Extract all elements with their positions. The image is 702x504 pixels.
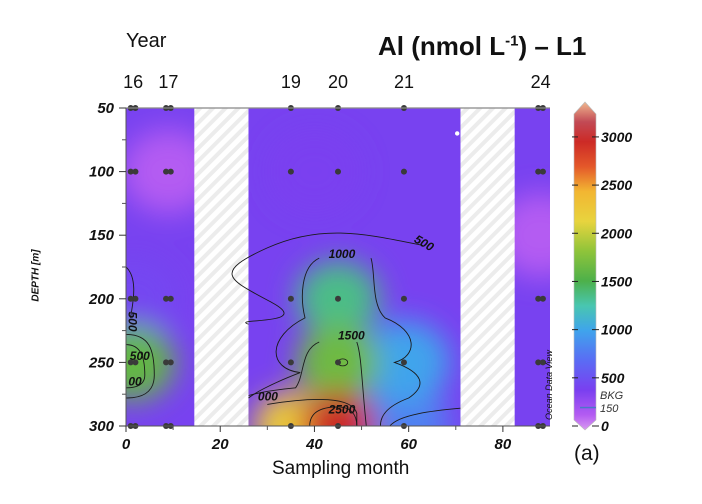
- year-tick-label: 17: [158, 72, 179, 92]
- contour-line: [126, 266, 135, 318]
- contour-line: [356, 341, 367, 426]
- contour-line: [231, 232, 423, 325]
- sample-point: [127, 295, 134, 302]
- contour-line: [309, 406, 358, 426]
- year-tick-label: 19: [280, 72, 301, 92]
- year-tick-label: 16: [123, 72, 144, 92]
- contour-label: 500: [130, 349, 150, 363]
- colorbar-tick-label: 1500: [601, 273, 632, 289]
- sample-point: [163, 168, 170, 175]
- sample-point: [167, 168, 174, 175]
- sample-point: [535, 168, 542, 175]
- title-main: Al (nmol L: [378, 31, 506, 61]
- sample-point: [127, 359, 134, 366]
- contour-line: [267, 399, 358, 426]
- sample-point: [535, 359, 542, 366]
- colorbar-tick-label: 3000: [601, 129, 632, 145]
- sample-point: [287, 168, 294, 175]
- year-tick-label: 20: [328, 72, 349, 92]
- contour-line: [248, 257, 320, 399]
- contour-label: 00: [128, 374, 142, 388]
- sample-point: [400, 295, 407, 302]
- colorbar-tick-label: 500: [601, 370, 625, 386]
- y-tick-label: 100: [89, 164, 115, 181]
- contour-label: 500: [125, 312, 139, 332]
- sample-point-marker: [454, 131, 460, 136]
- sample-point: [400, 359, 407, 366]
- x-tick-label: 20: [211, 436, 229, 453]
- sample-point: [400, 168, 407, 175]
- sample-point: [127, 168, 134, 175]
- sample-point: [132, 359, 139, 366]
- bkg-legend: BKG 150: [600, 390, 623, 416]
- title-superscript: -1: [505, 32, 519, 50]
- sample-point: [163, 359, 170, 366]
- sample-point: [132, 168, 139, 175]
- contour-line: [370, 257, 421, 426]
- sample-point: [335, 359, 341, 366]
- axes: 50 100 150 200 250 300 0 20 40 60 80: [88, 100, 550, 453]
- title-tail: ) – L1: [518, 31, 587, 61]
- colorbar-tick-label: 2000: [600, 225, 632, 241]
- y-tick-label: 250: [88, 354, 115, 371]
- sample-point: [132, 295, 139, 302]
- no-data-gaps: [194, 108, 515, 426]
- contour-line: [248, 341, 320, 396]
- sample-point: [287, 295, 294, 302]
- watermark: Ocean Data View: [544, 350, 554, 420]
- sample-point: [539, 168, 546, 175]
- x-tick-label: 60: [400, 436, 417, 453]
- top-axis-label: Year: [126, 30, 167, 52]
- sample-point: [287, 359, 294, 366]
- colorbar-tick-label: 0: [601, 418, 609, 434]
- x-tick-label: 80: [495, 436, 512, 453]
- sample-point: [535, 295, 542, 302]
- field-blob: [268, 129, 361, 214]
- x-axis-label: Sampling month: [272, 458, 410, 479]
- y-tick-label: 150: [89, 227, 115, 244]
- colorbar-tick-label: 2500: [600, 177, 632, 193]
- year-tick-label: 21: [393, 72, 414, 92]
- colorbar: 0 500 1000 1500 2000 2500 3000: [572, 101, 632, 434]
- y-tick-label: 50: [97, 100, 114, 117]
- sample-point: [335, 295, 341, 302]
- colorbar-gradient: [573, 101, 597, 431]
- year-tick-label: 24: [530, 72, 551, 92]
- contour-label: 2500: [328, 402, 356, 416]
- y-axis-label: DEPTH [m]: [30, 249, 42, 302]
- sample-point: [335, 168, 341, 175]
- x-tick-label: 0: [122, 436, 131, 453]
- panel-label: (a): [574, 442, 600, 465]
- field-blob: [126, 256, 180, 341]
- colorbar-tick-label: 1000: [601, 322, 632, 338]
- sample-point: [539, 295, 546, 302]
- field-blob: [126, 324, 175, 401]
- contour-label: 000: [258, 390, 278, 404]
- no-data-gap: [460, 108, 515, 426]
- contour-label: 1000: [329, 247, 356, 261]
- bkg-label: BKG: [600, 390, 624, 402]
- contour-line: [126, 344, 146, 389]
- no-data-gap: [194, 108, 249, 426]
- x-tick-label: 40: [305, 436, 323, 453]
- y-tick-label: 200: [88, 291, 115, 308]
- contour-line: [126, 333, 155, 399]
- contour-lines: [126, 232, 461, 426]
- contour-line: [389, 407, 461, 426]
- bkg-value: 150: [600, 403, 619, 415]
- sample-point: [167, 295, 174, 302]
- y-tick-label: 300: [89, 418, 115, 435]
- sample-point: [163, 295, 170, 302]
- contour-label: 1500: [338, 329, 365, 343]
- sample-point: [539, 359, 546, 366]
- sample-point: [167, 359, 174, 366]
- chart-title: Al (nmol L-1) – L1: [378, 31, 586, 62]
